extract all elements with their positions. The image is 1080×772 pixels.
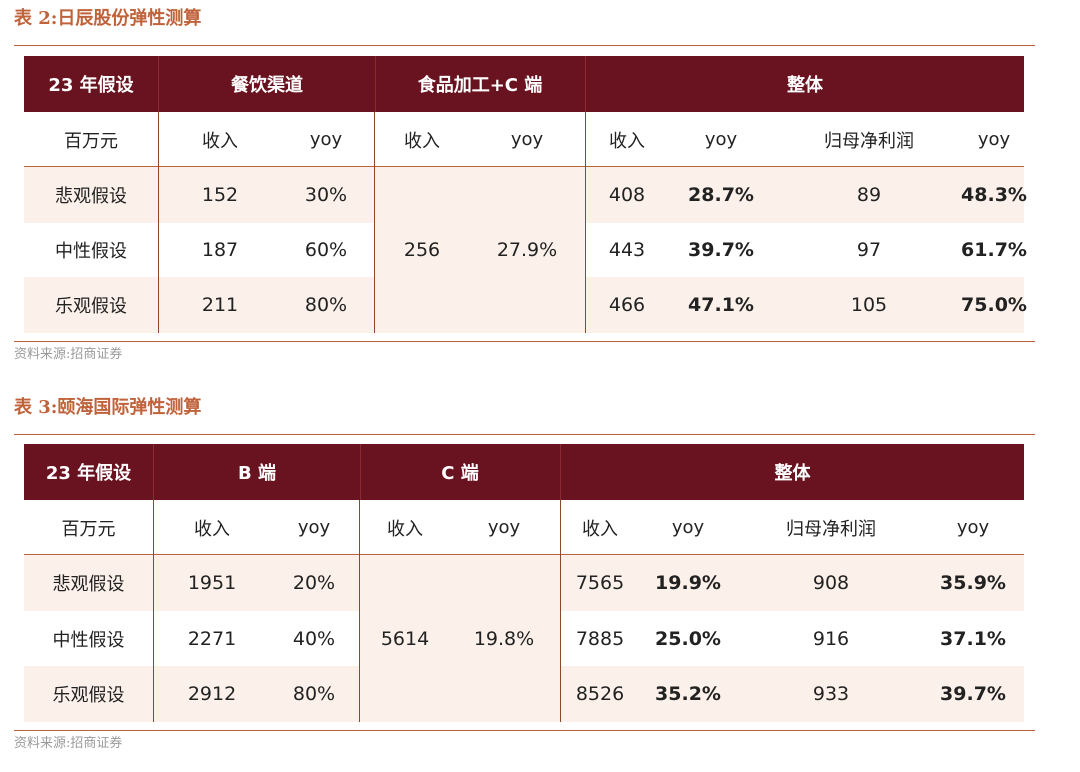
table3-row2-np-yoy: 37.1%	[940, 627, 1006, 650]
table3-sub-g1-yoy: yoy	[274, 500, 354, 555]
table2-header-group2: 食品加工+C 端	[375, 56, 585, 112]
table2-vline-2	[374, 112, 375, 333]
table3-sub-g1-rev: 收入	[172, 500, 252, 555]
table3-merged-yoy: 19.8%	[473, 627, 535, 650]
table2-title: 表 2:日辰股份弹性测算	[14, 8, 202, 29]
table3-row1-g1-rev: 1951	[187, 572, 237, 594]
table2-sub-g3-np-yoy: yoy	[954, 112, 1034, 167]
table3-header-divider-2	[360, 444, 361, 500]
table2-row3-g1-rev: 211	[201, 294, 239, 316]
table2-row1-g1-rev: 152	[201, 184, 239, 206]
table2-row1-g1-yoy: 30%	[304, 184, 348, 206]
table2-row2-np-yoy: 61.7%	[961, 239, 1027, 261]
table3-header-assumption: 23 年假设	[24, 444, 153, 500]
table3-row3-g3-rev: 8526	[575, 683, 625, 705]
table2-bottom-rule	[14, 341, 1035, 342]
table2-row2-g3-yoy: 39.7%	[688, 239, 754, 261]
table3-header-group1: B 端	[154, 444, 360, 500]
table2-row1-g3-yoy: 28.7%	[688, 184, 754, 206]
table3: 23 年假设 B 端 C 端 整体 百万元 收入 yoy 收入 yoy 收入 y…	[24, 444, 1024, 722]
table2-header-divider-2	[375, 56, 376, 112]
table2-row2-g1-yoy: 60%	[304, 239, 348, 261]
table2-merged-bg	[375, 167, 585, 333]
table3-row1-g3-yoy: 19.9%	[655, 572, 721, 594]
table2-sub-g3-yoy: yoy	[681, 112, 761, 167]
table3-title: 表 3:颐海国际弹性测算	[14, 397, 202, 418]
table3-row2-g3-yoy: 25.0%	[655, 627, 721, 650]
table2-merged-rev: 256	[403, 239, 441, 261]
table3-header-group2: C 端	[360, 444, 560, 500]
table3-row3-np: 933	[812, 683, 850, 705]
table3-row1-np-yoy: 35.9%	[940, 572, 1006, 594]
table3-header-divider-1	[153, 444, 154, 500]
table2-sub-g3-np: 归母净利润	[799, 112, 939, 167]
table2-row2-label: 中性假设	[55, 241, 127, 262]
table3-vline-2	[359, 500, 360, 722]
table3-row3-g1-rev: 2912	[187, 683, 237, 705]
table3-row3-np-yoy: 39.7%	[940, 683, 1006, 705]
table3-bottom-rule	[14, 730, 1035, 731]
table3-sub-g3-np-yoy: yoy	[933, 500, 1013, 555]
table2-row1-label: 悲观假设	[55, 186, 127, 207]
table2-sub-g1-rev: 收入	[180, 112, 260, 167]
table3-subheader-rule	[24, 554, 1024, 555]
table2-title-rule	[14, 45, 1035, 46]
table2: 23 年假设 餐饮渠道 食品加工+C 端 整体 百万元 收入 yoy 收入 yo…	[24, 56, 1034, 333]
table2-sub-g3-rev: 收入	[587, 112, 667, 167]
table2-sub-g1-yoy: yoy	[286, 112, 366, 167]
table2-source: 资料来源:招商证券	[14, 347, 123, 362]
table3-sub-g3-rev: 收入	[560, 500, 640, 555]
table3-sub-g2-yoy: yoy	[464, 500, 544, 555]
table2-row3-label: 乐观假设	[55, 296, 127, 317]
table3-sub-g2-rev: 收入	[365, 500, 445, 555]
table2-row1-np-yoy: 48.3%	[961, 184, 1027, 206]
table2-vline-3	[585, 112, 586, 333]
table3-row1-g3-rev: 7565	[575, 572, 625, 594]
table3-sub-g3-np: 归母净利润	[761, 500, 901, 555]
table2-header-divider-3	[585, 56, 586, 112]
table2-merged-yoy: 27.9%	[496, 239, 558, 261]
table3-sub-g3-yoy: yoy	[648, 500, 728, 555]
table3-header-group3: 整体	[561, 444, 1024, 500]
table3-sub-unit: 百万元	[24, 500, 153, 555]
table3-merged-bg	[360, 555, 560, 722]
table2-row3-g3-yoy: 47.1%	[688, 294, 754, 316]
table3-row2-g3-rev: 7885	[575, 627, 625, 650]
table3-title-rule	[14, 434, 1035, 435]
table2-row2-np: 97	[856, 239, 882, 261]
table3-row3-g1-yoy: 80%	[292, 683, 336, 705]
table2-header-divider-1	[158, 56, 159, 112]
table3-vline-1	[153, 500, 154, 722]
table2-sub-unit: 百万元	[24, 112, 158, 167]
table3-row1-np: 908	[812, 572, 850, 594]
table3-row2-g1-rev: 2271	[187, 627, 237, 650]
table3-row1-label: 悲观假设	[52, 574, 125, 595]
table2-header-assumption: 23 年假设	[24, 56, 158, 112]
table2-subheader-rule	[24, 166, 1024, 167]
table2-row3-g1-yoy: 80%	[304, 294, 348, 316]
table2-row2-g3-rev: 443	[608, 239, 646, 261]
table2-sub-g2-yoy: yoy	[487, 112, 567, 167]
table2-header-group1: 餐饮渠道	[159, 56, 375, 112]
table3-row3-g3-yoy: 35.2%	[655, 683, 721, 705]
table2-row3-np-yoy: 75.0%	[961, 294, 1027, 316]
table2-row2-g1-rev: 187	[201, 239, 239, 261]
table3-header-divider-3	[560, 444, 561, 500]
table3-row3-label: 乐观假设	[52, 685, 125, 706]
table3-vline-3	[560, 500, 561, 722]
table3-row2-np: 916	[812, 627, 850, 650]
table3-merged-rev: 5614	[380, 627, 430, 650]
table2-vline-1	[158, 112, 159, 333]
table3-row2-label: 中性假设	[52, 629, 125, 651]
table3-row1-g1-yoy: 20%	[292, 572, 336, 594]
table2-sub-g2-rev: 收入	[382, 112, 462, 167]
table2-row1-g3-rev: 408	[608, 184, 646, 206]
table3-source: 资料来源:招商证券	[14, 736, 123, 751]
table2-row1-np: 89	[856, 184, 882, 206]
table3-row2-g1-yoy: 40%	[292, 627, 336, 650]
table2-row3-np: 105	[850, 294, 888, 316]
table2-header-group3: 整体	[586, 56, 1024, 112]
table2-row3-g3-rev: 466	[608, 294, 646, 316]
